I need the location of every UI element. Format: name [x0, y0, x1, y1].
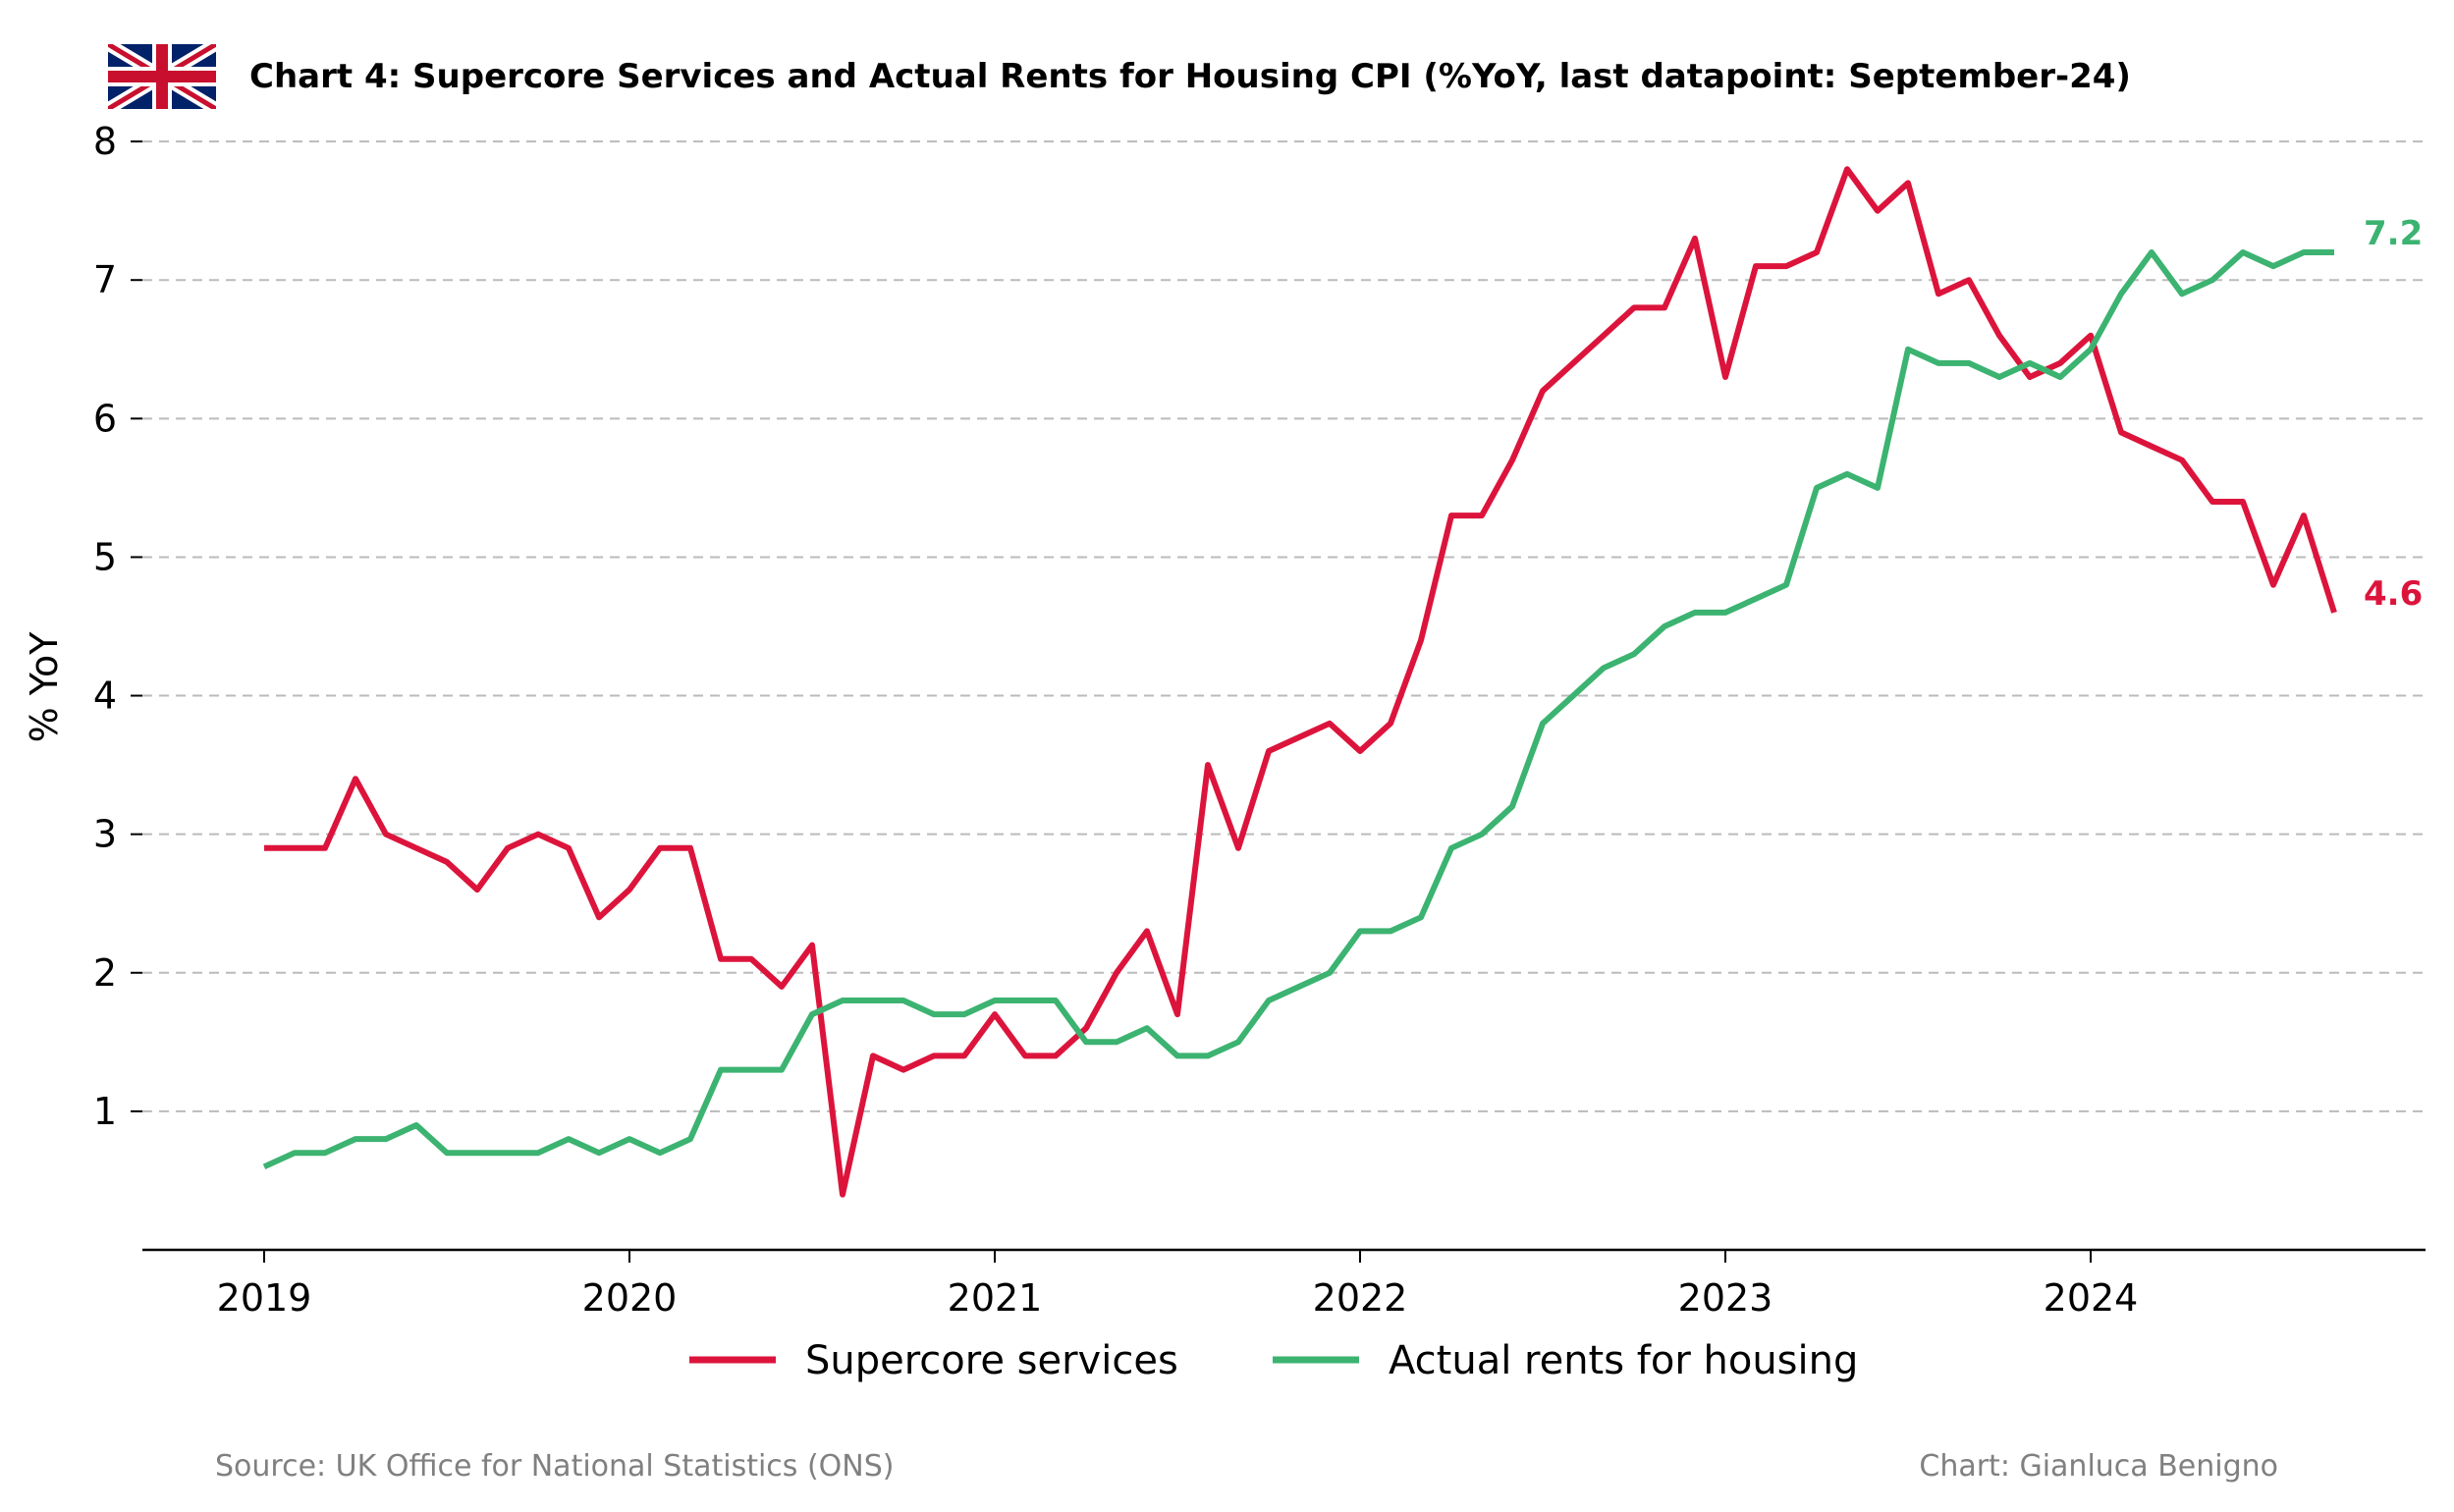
series-lines [262, 166, 2337, 1198]
grid-lines [142, 140, 2426, 1112]
x-tick-label-2019: 2019 [217, 1276, 312, 1320]
y-tick-label-4: 4 [93, 675, 117, 718]
y-tick-label-8: 8 [93, 120, 117, 163]
y-tick-label-5: 5 [93, 535, 117, 578]
series-line-rents [262, 249, 2334, 1170]
end-labels: 4.6 7.2 [2364, 214, 2423, 614]
source-note: Source: UK Office for National Statistic… [215, 1449, 894, 1484]
y-tick-label-1: 1 [93, 1090, 117, 1133]
y-axis-label: % YoY [23, 631, 66, 743]
x-tick-label-2024: 2024 [2044, 1276, 2139, 1320]
legend-label-supercore: Supercore services [805, 1338, 1178, 1383]
axes: 1 2 3 4 5 6 7 8 2019 2020 2021 2022 2023 2024 [93, 120, 2426, 1320]
y-tick-label-3: 3 [93, 813, 117, 856]
end-label-rents: 7.2 [2364, 214, 2423, 253]
y-tick-label-2: 2 [93, 951, 117, 995]
x-tick-label-2022: 2022 [1313, 1276, 1408, 1320]
legend: Supercore services Actual rents for hous… [689, 1338, 1858, 1383]
series-line-supercore [264, 166, 2337, 1198]
chart-title: Chart 4: Supercore Services and Actual R… [249, 57, 2131, 96]
uk-flag-icon [108, 44, 216, 109]
x-tick-label-2023: 2023 [1678, 1276, 1773, 1320]
end-label-supercore: 4.6 [2364, 574, 2423, 614]
chart-credit: Chart: Gianluca Benigno [1919, 1449, 2278, 1484]
y-tick-label-6: 6 [93, 397, 117, 440]
x-tick-label-2021: 2021 [948, 1276, 1043, 1320]
y-tick-label-7: 7 [93, 258, 117, 301]
legend-label-rents: Actual rents for housing [1389, 1338, 1858, 1383]
x-tick-label-2020: 2020 [582, 1276, 678, 1320]
